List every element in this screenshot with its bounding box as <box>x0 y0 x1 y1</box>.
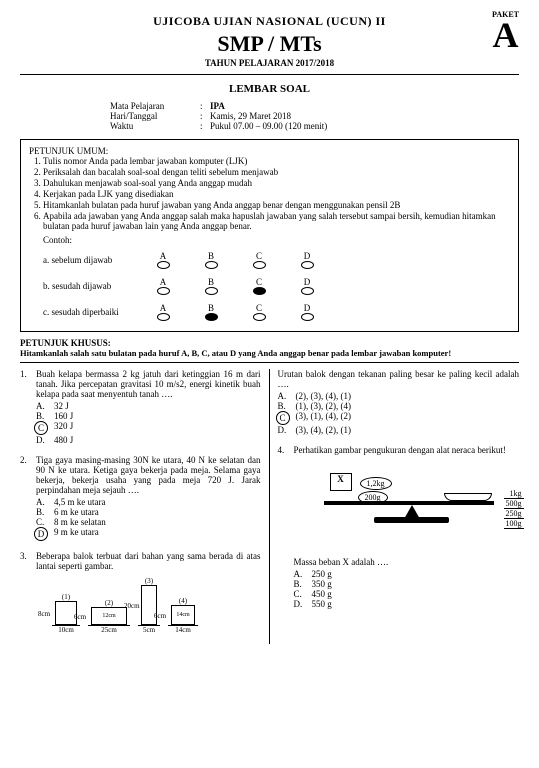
scale-pan-right <box>444 493 492 501</box>
title-line1: UJICOBA UJIAN NASIONAL (UCUN) II <box>20 14 519 29</box>
bubble-C <box>253 287 266 295</box>
option: A.4,5 m ke utara <box>36 497 261 507</box>
scale-base <box>374 517 449 523</box>
option: D.(3), (4), (2), (1) <box>278 425 520 435</box>
instructions-box: PETUNJUK UMUM: Tulis nomor Anda pada lem… <box>20 139 519 332</box>
q4-massa: Massa beban X adalah …. <box>294 557 520 567</box>
questions-area: 1. Buah kelapa bermassa 2 kg jatuh dari … <box>20 362 519 644</box>
option: B.350 g <box>294 579 520 589</box>
q2-text: Tiga gaya masing-masing 30N ke utara, 40… <box>36 455 261 495</box>
question-3: 3. Beberapa balok terbuat dari bahan yan… <box>20 551 261 634</box>
bubble-C <box>253 261 266 269</box>
bubble-row: a. sebelum dijawabABCD <box>43 247 510 273</box>
q4-text: Perhatikan gambar pengukuran dengan alat… <box>294 445 520 455</box>
weight-left: 1,2kg <box>360 477 392 490</box>
bubble-D <box>301 313 314 321</box>
instructions-list: Tulis nomor Anda pada lembar jawaban kom… <box>43 156 510 231</box>
option: A.32 J <box>36 401 261 411</box>
block-item: (4)6cm14cm14cm <box>168 597 198 634</box>
meta-label-subject: Mata Pelajaran <box>110 101 200 111</box>
q3r-options: A.(2), (3), (4), (1)B.(1), (3), (2), (4)… <box>278 391 520 435</box>
q3r-text: Urutan balok dengan tekanan paling besar… <box>278 369 520 389</box>
option: A.(2), (3), (4), (1) <box>278 391 520 401</box>
bubble-A <box>157 261 170 269</box>
option: A.250 g <box>294 569 520 579</box>
option: B.(1), (3), (2), (4) <box>278 401 520 411</box>
instruction-item: Kerjakan pada LJK yang disediakan <box>43 189 510 199</box>
instruction-item: Dahulukan menjawab soal-soal yang Anda a… <box>43 178 510 188</box>
q3-continuation: Urutan balok dengan tekanan paling besar… <box>278 369 520 435</box>
paket-badge: PAKET A <box>492 10 519 51</box>
meta-val-subject: IPA <box>210 101 225 111</box>
special-instructions: PETUNJUK KHUSUS: Hitamkanlah salah satu … <box>20 338 519 358</box>
bubble-A <box>157 287 170 295</box>
document-header: PAKET A UJICOBA UJIAN NASIONAL (UCUN) II… <box>20 14 519 75</box>
x-box: X <box>330 473 352 491</box>
q2-options: A.4,5 m ke utaraB.6 m ke utaraC.8 m ke s… <box>36 497 261 541</box>
meta-label-date: Hari/Tanggal <box>110 111 200 121</box>
instruction-item: Hitamkanlah bulatan pada huruf jawaban y… <box>43 200 510 210</box>
bubble-row: c. sesudah diperbaikiABCD <box>43 299 510 325</box>
instruction-item: Apabila ada jawaban yang Anda anggap sal… <box>43 211 510 231</box>
meta-val-time: Pukul 07.00 – 09.00 (120 menit) <box>210 121 327 131</box>
left-column: 1. Buah kelapa bermassa 2 kg jatuh dari … <box>20 369 270 644</box>
q1-options: A.32 JB.160 JC320 JD.480 J <box>36 401 261 445</box>
scale-diagram: X 1,2kg 200g 1kg 500g 250g 100g <box>314 461 514 551</box>
meta-label-time: Waktu <box>110 121 200 131</box>
meta-val-date: Kamis, 29 Maret 2018 <box>210 111 291 121</box>
weights-right: 1kg 500g 250g 100g <box>504 489 524 529</box>
title-line2: SMP / MTs <box>20 31 519 57</box>
question-4: 4. Perhatikan gambar pengukuran dengan a… <box>278 445 520 609</box>
example-label: Contoh: <box>43 235 510 245</box>
option: C320 J <box>36 421 261 435</box>
bubble-B <box>205 313 218 321</box>
bubble-B <box>205 287 218 295</box>
instruction-item: Tulis nomor Anda pada lembar jawaban kom… <box>43 156 510 166</box>
section-title: LEMBAR SOAL <box>20 83 519 95</box>
bubble-row: b. sesudah dijawabABCD <box>43 273 510 299</box>
option: C.8 m ke selatan <box>36 517 261 527</box>
option: C.450 g <box>294 589 520 599</box>
option: C(3), (1), (4), (2) <box>278 411 520 425</box>
option: B.6 m ke utara <box>36 507 261 517</box>
question-1: 1. Buah kelapa bermassa 2 kg jatuh dari … <box>20 369 261 445</box>
khusus-title: PETUNJUK KHUSUS: <box>20 338 519 348</box>
bubble-D <box>301 261 314 269</box>
block-item: (3)20cm5cm <box>138 577 160 634</box>
blocks-diagram: (1)8cm10cm(2)6cm12cm25cm(3)20cm5cm(4)6cm… <box>52 577 261 634</box>
q3-text: Beberapa balok terbuat dari bahan yang s… <box>36 551 261 571</box>
right-column: Urutan balok dengan tekanan paling besar… <box>270 369 520 644</box>
option: B.160 J <box>36 411 261 421</box>
q4-options: A.250 gB.350 gC.450 gD.550 g <box>294 569 520 609</box>
instructions-title: PETUNJUK UMUM: <box>29 146 510 156</box>
bubble-C <box>253 313 266 321</box>
option: D.550 g <box>294 599 520 609</box>
option: D9 m ke utara <box>36 527 261 541</box>
paket-letter: A <box>492 19 519 51</box>
bubble-example: a. sebelum dijawabABCDb. sesudah dijawab… <box>43 247 510 325</box>
question-2: 2. Tiga gaya masing-masing 30N ke utara,… <box>20 455 261 541</box>
bubble-B <box>205 261 218 269</box>
meta-block: Mata Pelajaran:IPA Hari/Tanggal:Kamis, 2… <box>110 101 519 131</box>
instruction-item: Periksalah dan bacalah soal-soal dengan … <box>43 167 510 177</box>
bubble-A <box>157 313 170 321</box>
q1-text: Buah kelapa bermassa 2 kg jatuh dari ket… <box>36 369 261 399</box>
bubble-D <box>301 287 314 295</box>
title-line3: TAHUN PELAJARAN 2017/2018 <box>20 58 519 75</box>
option: D.480 J <box>36 435 261 445</box>
khusus-text: Hitamkanlah salah satu bulatan pada huru… <box>20 348 519 358</box>
